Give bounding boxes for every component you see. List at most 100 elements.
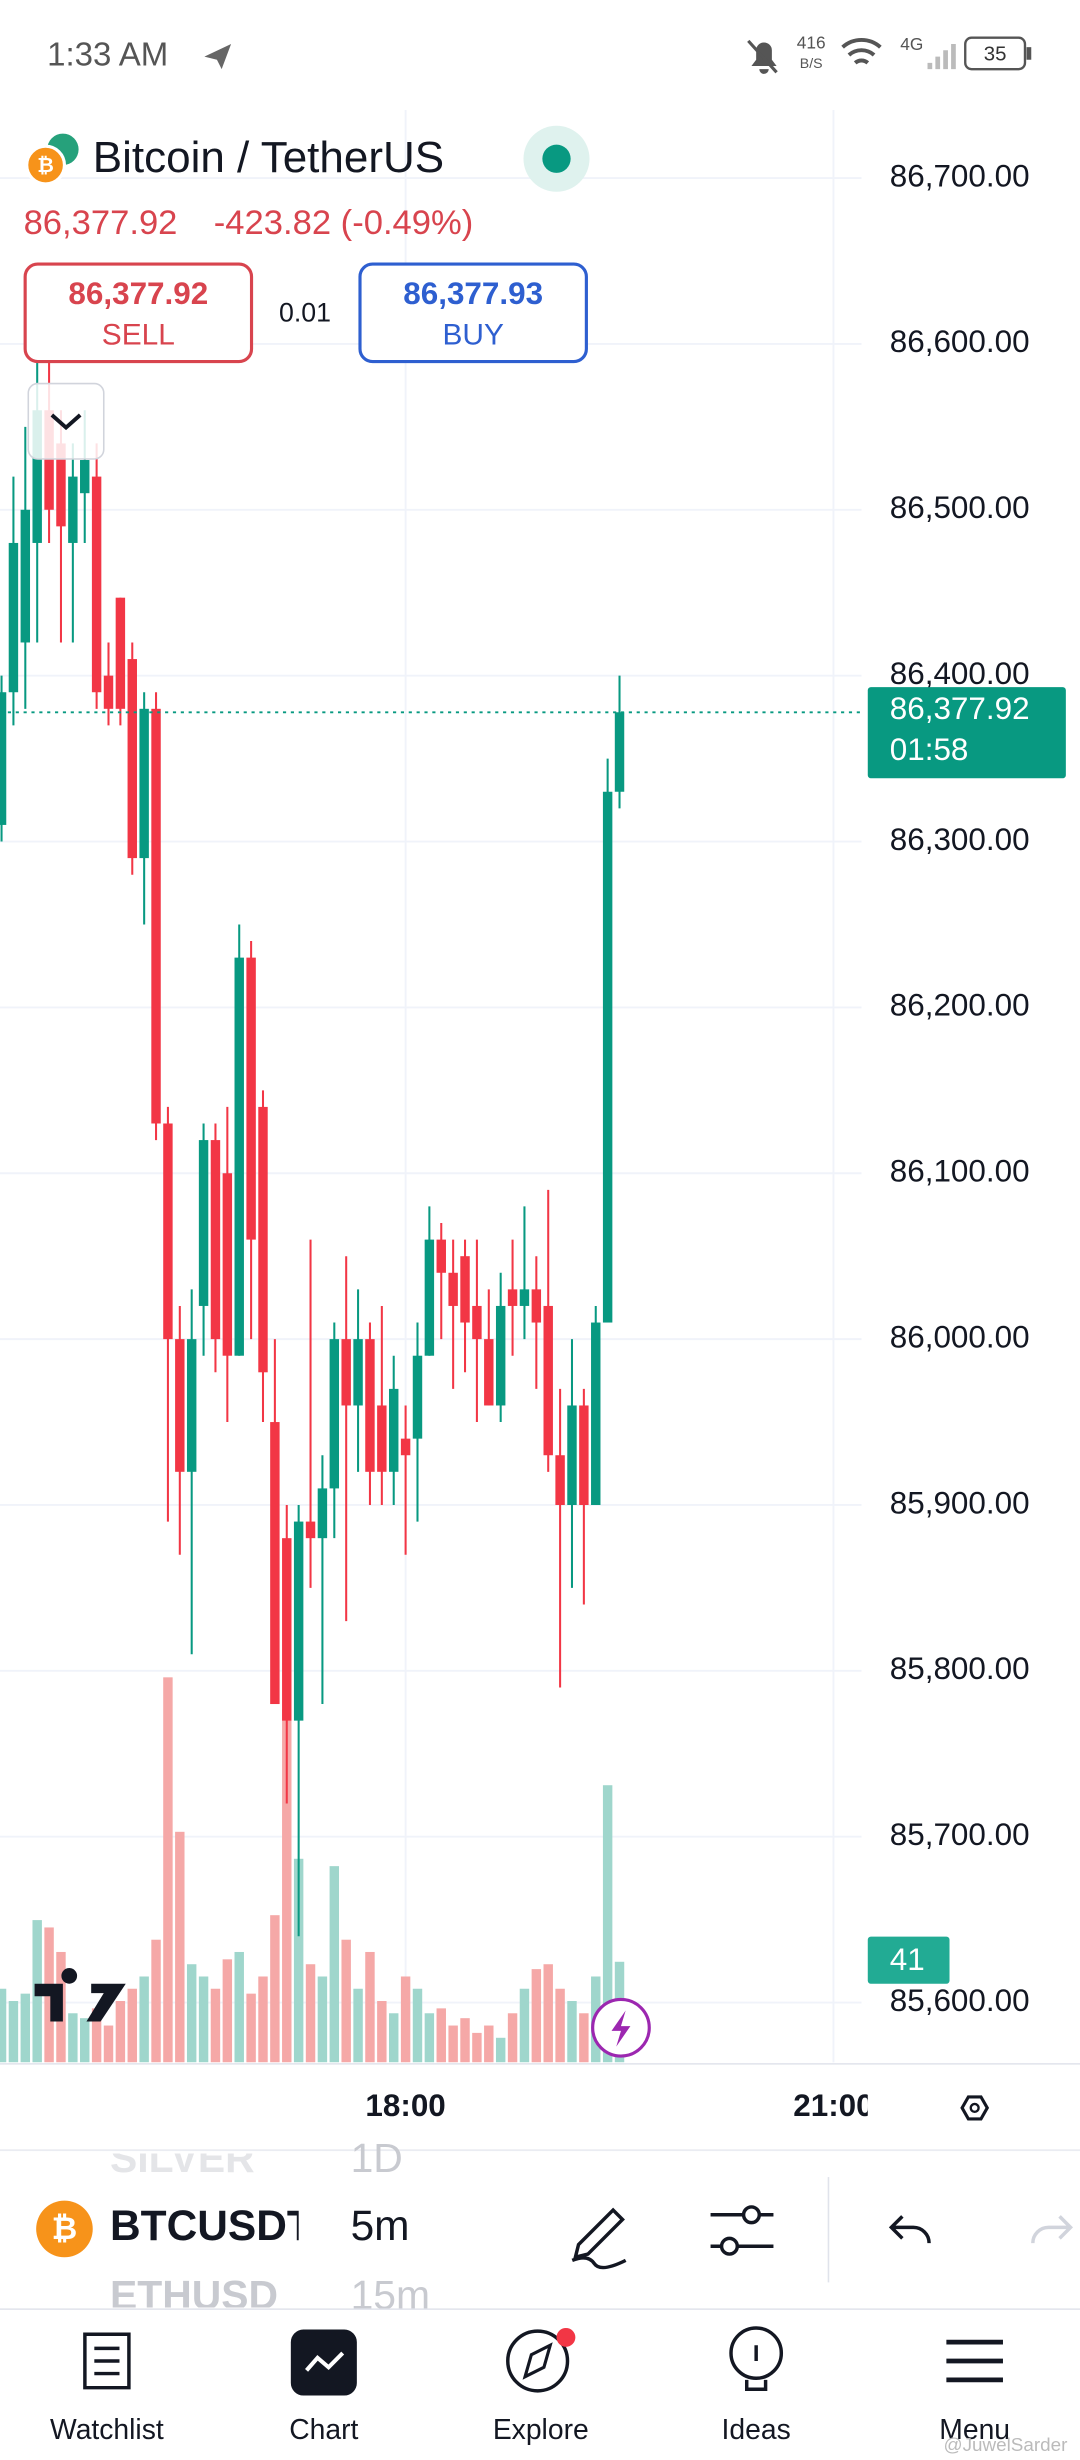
candle-body xyxy=(531,1289,542,1323)
explore-icon[interactable] xyxy=(506,2329,570,2393)
net-speed-unit: B/S xyxy=(800,55,823,71)
candle-body xyxy=(507,1289,518,1306)
menu-icon[interactable] xyxy=(946,2339,1003,2383)
y-tick-label: 85,800.00 xyxy=(890,1651,1030,1686)
candle-body xyxy=(377,1405,387,1472)
bitcoin-glyph: ₿ xyxy=(37,155,54,177)
y-tick-label: 85,600.00 xyxy=(890,1983,1030,2018)
last-price-label: 86,377.92 xyxy=(890,691,1030,726)
y-tick-label: 85,700.00 xyxy=(890,1817,1030,1852)
candle-body xyxy=(555,1455,565,1505)
y-tick-label: 85,900.00 xyxy=(890,1485,1030,1520)
settings-icon[interactable] xyxy=(960,2095,990,2121)
volume-bar xyxy=(258,1976,268,2063)
current-symbol[interactable]: BTCUSDT xyxy=(110,2202,313,2249)
candle-body xyxy=(0,692,7,825)
candle-body xyxy=(591,1322,601,1505)
candle-body xyxy=(472,1305,482,1340)
candle-body xyxy=(151,708,161,1124)
signal-icon xyxy=(927,44,956,70)
candle-body xyxy=(495,1305,506,1406)
volume-bar xyxy=(484,2025,494,2063)
volume-bar xyxy=(341,1939,351,2063)
volume-bar xyxy=(353,1988,363,2063)
nav-label[interactable]: Watchlist xyxy=(50,2413,164,2445)
ideas-icon[interactable] xyxy=(729,2326,784,2380)
prev-interval[interactable]: 1D xyxy=(351,2135,403,2181)
candle-body xyxy=(210,1140,221,1340)
candle-body xyxy=(163,1123,173,1340)
candle-body xyxy=(602,791,613,1323)
volume-bar xyxy=(317,1976,328,2063)
sell-price: 86,377.92 xyxy=(68,276,208,311)
volume-bar xyxy=(91,2008,102,2063)
status-time: 1:33 AM xyxy=(47,35,168,72)
volume-bar xyxy=(365,1951,375,2063)
y-tick-label: 86,300.00 xyxy=(890,822,1030,857)
candle-body xyxy=(258,1106,268,1373)
volume-bar xyxy=(163,1677,173,2063)
volume-bar xyxy=(507,2013,518,2063)
candle-body xyxy=(519,1289,530,1306)
order-quantity: 0.01 xyxy=(279,297,331,327)
volume-bar xyxy=(424,2013,435,2063)
volume-bar xyxy=(246,1993,256,2063)
nav-label[interactable]: Chart xyxy=(289,2413,358,2445)
volume-bar xyxy=(460,2018,470,2063)
volume-bar xyxy=(80,2018,90,2063)
volume-bar xyxy=(495,2037,506,2063)
volume-bar xyxy=(103,2025,114,2063)
volume-bar xyxy=(567,2001,577,2063)
mute-slash xyxy=(747,39,778,74)
bitcoin-icon xyxy=(25,144,67,186)
next-interval[interactable]: 15m xyxy=(351,2272,430,2318)
candle-body xyxy=(44,410,54,510)
candle-body xyxy=(341,1339,351,1406)
tradingview-logo xyxy=(34,1968,126,2022)
telegram-icon xyxy=(204,44,232,70)
candle-body xyxy=(20,509,31,643)
ideas-icon-base xyxy=(744,2345,768,2391)
buy-button[interactable] xyxy=(358,262,588,364)
grid xyxy=(0,110,862,2063)
volume-bar xyxy=(377,2001,387,2063)
nav-label[interactable]: Explore xyxy=(493,2413,589,2445)
volume-bar xyxy=(305,1964,316,2063)
volume-bar xyxy=(68,2013,78,2063)
collapse-button[interactable] xyxy=(27,382,105,460)
battery-tip xyxy=(1026,47,1032,60)
price-change: -423.82 (-0.49%) xyxy=(214,204,473,242)
chart-area: 85,600.00 85,700.00 85,800.00 85,900.00 86,0… xyxy=(0,110,1066,2123)
draw-tool-icon[interactable] xyxy=(571,2207,627,2270)
candle-body xyxy=(484,1339,494,1406)
current-interval[interactable]: 5m xyxy=(351,2202,410,2249)
candle-body xyxy=(234,957,244,1356)
candle-body xyxy=(614,712,625,792)
candle-body xyxy=(175,1339,185,1472)
volume-bar xyxy=(139,1976,149,2063)
nav-label[interactable]: Menu xyxy=(939,2413,1010,2445)
undo-icon[interactable] xyxy=(888,2215,931,2244)
volume-bar xyxy=(8,2001,19,2063)
wifi-icon xyxy=(841,37,882,65)
explore-needle xyxy=(522,2342,553,2380)
next-symbol[interactable]: ETHUSD xyxy=(110,2272,278,2318)
volume-bar xyxy=(282,1709,292,2063)
candle-body xyxy=(543,1305,553,1456)
candle-body xyxy=(139,708,149,859)
x-axis: 18:00 21:00 xyxy=(365,2088,867,2123)
bar-countdown: 01:58 xyxy=(890,732,969,767)
watchlist-icon[interactable] xyxy=(83,2332,131,2390)
volume-bar xyxy=(198,1976,209,2063)
nav-label[interactable]: Ideas xyxy=(722,2413,791,2445)
volume-bar xyxy=(531,1969,542,2063)
net-speed: 416 xyxy=(797,33,826,53)
volume-bar xyxy=(412,1988,423,2063)
redo-icon[interactable] xyxy=(1031,2215,1074,2244)
sell-button[interactable] xyxy=(23,262,254,364)
candle-body xyxy=(270,1422,280,1705)
volume-bar xyxy=(293,1858,304,2063)
y-tick-label: 86,400.00 xyxy=(890,656,1030,691)
